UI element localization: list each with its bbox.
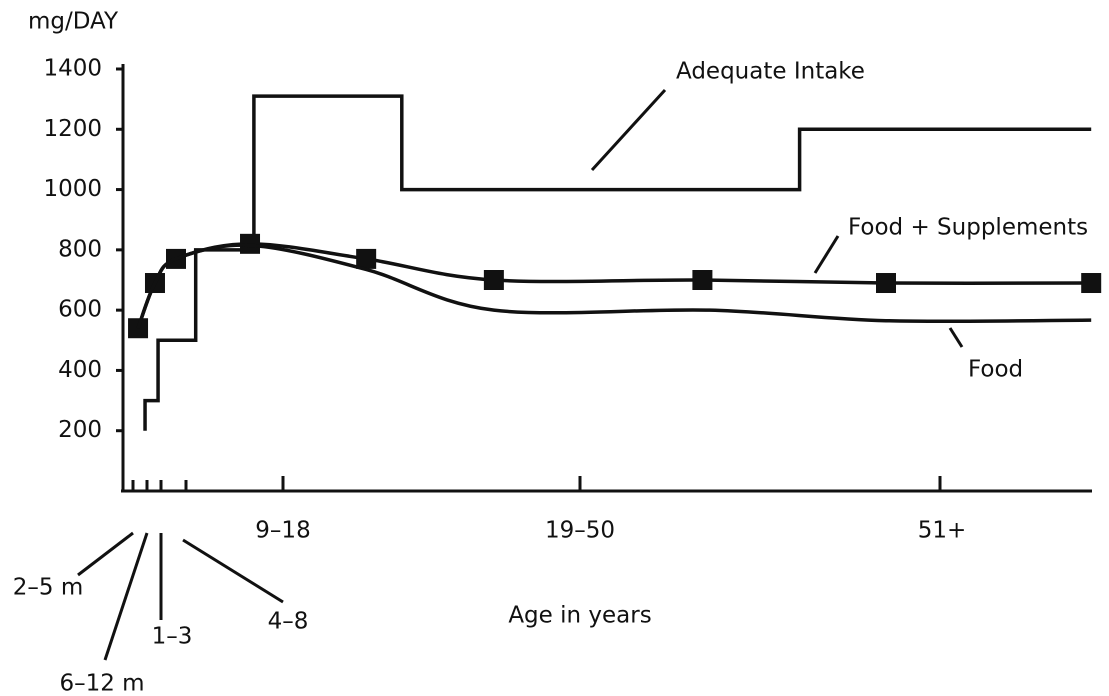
- y-tick-label: 200: [58, 417, 102, 443]
- x-axis-label: Age in years: [508, 603, 651, 629]
- leader-line: [590, 88, 667, 172]
- series-label: Adequate Intake: [676, 59, 865, 85]
- leader-line: [948, 327, 964, 348]
- x-tick-label: 9–18: [255, 518, 310, 544]
- y-tick-label: 1200: [43, 116, 102, 142]
- series-label: Food: [968, 357, 1023, 383]
- series-label: Food + Supplements: [848, 215, 1088, 241]
- y-tick-label: 800: [58, 236, 102, 262]
- marker: [1081, 273, 1102, 294]
- y-tick-label: 600: [58, 297, 102, 323]
- y-tick-label: 1400: [43, 56, 102, 82]
- marker: [356, 248, 377, 269]
- series-line: [136, 243, 1092, 329]
- leader-line: [182, 538, 284, 604]
- x-tick-label: 6–12 m: [59, 671, 144, 696]
- x-tick-label: 1–3: [152, 624, 193, 650]
- x-tick-label: 19–50: [545, 518, 615, 544]
- marker: [692, 270, 713, 290]
- x-tick-label: 4–8: [268, 609, 309, 635]
- marker: [876, 273, 896, 294]
- leader-line: [813, 235, 840, 274]
- leader-line: [103, 532, 149, 661]
- y-axis-label: mg/DAY: [28, 9, 119, 35]
- x-tick-label: 51+: [918, 518, 967, 544]
- leader-line: [77, 531, 134, 577]
- x-tick-label: 2–5 m: [13, 575, 83, 601]
- marker: [483, 270, 504, 290]
- y-tick-label: 1000: [43, 176, 102, 202]
- series-line: [143, 94, 1092, 431]
- series-line: [136, 242, 1092, 329]
- y-tick-label: 400: [58, 357, 102, 383]
